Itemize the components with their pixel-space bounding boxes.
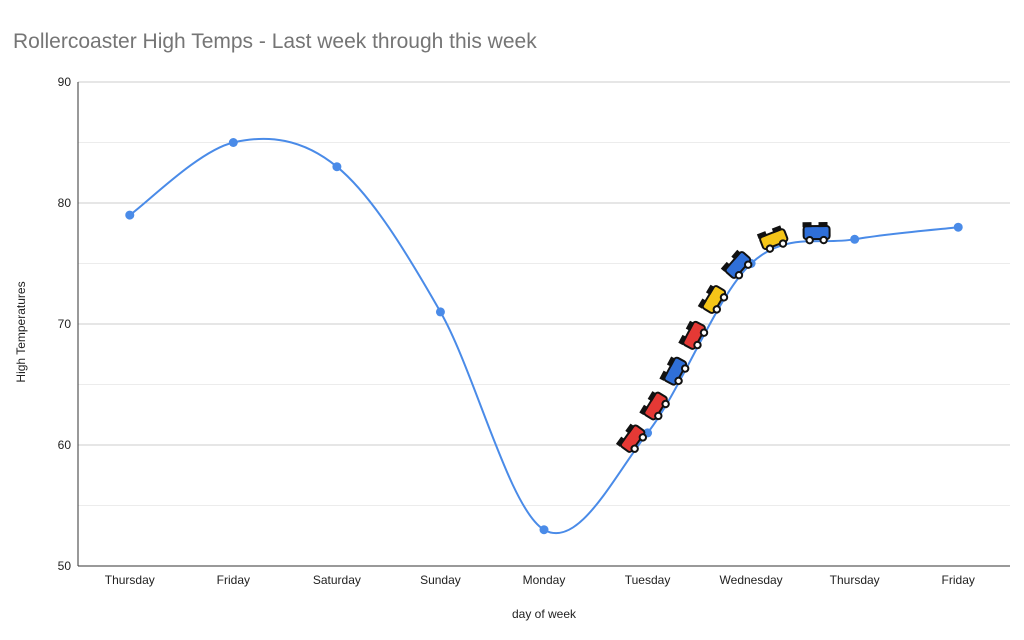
coaster-wheel [654, 411, 663, 421]
coaster-car-body [643, 391, 668, 421]
coaster-car [697, 284, 729, 314]
coaster-car-seat [731, 249, 742, 260]
x-tick-label: Sunday [420, 573, 461, 587]
y-tick-label: 60 [58, 438, 72, 452]
coaster-wheel [712, 305, 722, 314]
grid [77, 81, 1010, 567]
x-axis-ticks: Thursday Friday Saturday Sunday Monday Tuesda… [105, 573, 975, 587]
coaster-wheel [630, 444, 639, 453]
coaster-car-seat [659, 370, 669, 381]
data-point [953, 222, 963, 232]
coaster-wheel [734, 271, 744, 280]
x-tick-label: Wednesday [720, 573, 783, 587]
coaster-car-seat [771, 225, 783, 234]
x-tick-label: Tuesday [625, 573, 671, 587]
coaster-car-body [701, 285, 727, 314]
coaster-car-seat [705, 284, 715, 295]
coaster-car-body [759, 228, 789, 250]
data-point [539, 525, 549, 535]
x-tick-label: Thursday [105, 573, 155, 587]
y-axis-ticks: 50 60 70 80 90 [58, 75, 72, 573]
x-tick-label: Friday [942, 573, 975, 587]
coaster-car [678, 320, 709, 350]
coaster-car-seat [647, 391, 657, 402]
coaster-wheel [743, 260, 753, 269]
data-point [332, 162, 342, 172]
coaster-car-body [619, 424, 646, 453]
data-point [228, 138, 238, 147]
coaster-car [639, 391, 670, 421]
coaster-wheel [765, 244, 775, 253]
coaster-car-seat [625, 423, 635, 434]
x-axis-label: day of week [512, 607, 577, 621]
coaster-car-body [663, 356, 688, 386]
coaster-wheel [693, 340, 702, 350]
coaster-car [720, 249, 753, 280]
y-tick-label: 80 [58, 196, 72, 210]
y-tick-label: 90 [58, 75, 72, 89]
coaster-wheel [674, 376, 683, 386]
coaster-car [802, 222, 831, 245]
rollercoaster-train [615, 222, 831, 453]
x-tick-label: Thursday [830, 573, 880, 587]
coaster-car-seat [818, 222, 828, 228]
coaster-car-seat [697, 298, 707, 309]
y-tick-label: 70 [58, 317, 72, 331]
y-axis-label: High Temperatures [14, 281, 28, 382]
data-point [850, 234, 860, 244]
coaster-car-seat [720, 261, 731, 272]
coaster-car [756, 225, 789, 253]
y-tick-label: 50 [58, 559, 72, 573]
x-tick-label: Saturday [313, 573, 361, 587]
coaster-car-seat [802, 222, 812, 228]
coaster-wheel [819, 235, 828, 245]
x-tick-label: Monday [523, 573, 566, 587]
coaster-car-body [724, 251, 752, 279]
coaster-wheel [661, 399, 670, 409]
data-points [125, 138, 963, 535]
coaster-car-seat [685, 320, 695, 331]
coaster-car [615, 423, 648, 453]
coaster-car-seat [639, 404, 649, 416]
series-line [129, 137, 959, 535]
coaster-wheel [719, 293, 729, 302]
coaster-car-seat [678, 334, 687, 346]
coaster-wheel [699, 328, 709, 337]
x-tick-label: Friday [217, 573, 250, 587]
coaster-car [659, 356, 690, 386]
coaster-wheel [680, 364, 690, 373]
coaster-car-seat [615, 436, 626, 447]
coaster-car-seat [756, 231, 768, 240]
coaster-wheel [805, 235, 814, 245]
coaster-wheel [778, 239, 788, 248]
data-point [125, 210, 135, 220]
coaster-wheel [638, 433, 648, 442]
chart-title: Rollercoaster High Temps - Last week thr… [13, 30, 537, 53]
coaster-car-body [682, 320, 706, 350]
coaster-car-seat [666, 356, 676, 367]
data-point [435, 307, 445, 317]
